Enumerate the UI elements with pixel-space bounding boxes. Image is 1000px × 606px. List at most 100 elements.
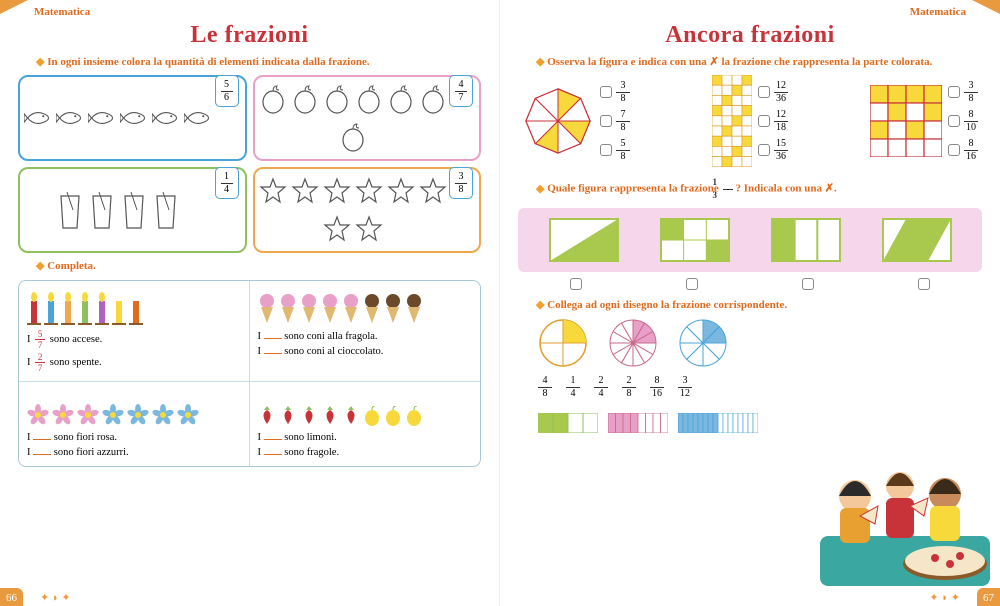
p2-ex3-bars: [538, 413, 982, 433]
checkbox[interactable]: [686, 278, 698, 290]
ex1-box-lemon[interactable]: 47: [253, 75, 482, 161]
checkbox[interactable]: [918, 278, 930, 290]
option[interactable]: 38: [948, 81, 978, 104]
option[interactable]: 810: [948, 110, 978, 133]
ex1-box-glass[interactable]: 14: [18, 167, 247, 253]
fraction[interactable]: 312: [678, 376, 692, 399]
grid36-set: 1236 1218 1536: [712, 75, 788, 167]
fraction[interactable]: 24: [594, 376, 608, 399]
lemon-icon: [259, 87, 287, 111]
fish-icon: [24, 106, 52, 130]
option[interactable]: 816: [948, 139, 978, 162]
page-number: 67: [977, 588, 1000, 606]
ex1-box-fish[interactable]: 56 /*fish*/: [18, 75, 247, 161]
option[interactable]: 58: [600, 139, 630, 162]
bar-4: [538, 413, 598, 433]
p2-ex2-checks: [518, 278, 982, 290]
star-icon: [355, 217, 383, 241]
star-icon: [419, 179, 447, 203]
candles-row: [27, 287, 241, 325]
checkbox[interactable]: [802, 278, 814, 290]
bar-8: [608, 413, 668, 433]
fish-icon: [152, 106, 180, 130]
option[interactable]: 1236: [758, 81, 788, 104]
option[interactable]: 38: [600, 81, 630, 104]
fraction[interactable]: 14: [566, 376, 580, 399]
ex1-instruction: In ogni insieme colora la quantità di el…: [36, 55, 481, 69]
completa-cell-fruit[interactable]: I sono limoni. I sono fragole.: [250, 382, 481, 466]
fraction-tag: 38: [449, 167, 473, 199]
footer-decoration: ✦ ◗ ✦: [40, 591, 71, 604]
rect-1x3: [771, 218, 841, 262]
circle-quarter: [538, 318, 588, 368]
glass-icon: [152, 198, 180, 222]
rect-diag: [549, 218, 619, 262]
fraction[interactable]: 28: [622, 376, 636, 399]
fruit-row: [258, 388, 473, 426]
page-66: Matematica Le frazioni In ogni insieme c…: [0, 0, 500, 606]
page-title: Ancora frazioni: [518, 22, 982, 49]
p2-ex3-instruction: Collega ad ogni disegno la frazione corr…: [536, 298, 982, 312]
p2-ex1-row: 38 78 58 1236 1218 1536 38 810 816: [522, 75, 978, 167]
completa-cell-flowers[interactable]: I sono fiori rosa. I sono fiori azzurri.: [19, 382, 250, 466]
fraction-tag: 14: [215, 167, 239, 199]
option[interactable]: 78: [600, 110, 630, 133]
ex1-grid: 56 /*fish*/ 47 14 38: [18, 75, 481, 253]
option[interactable]: 1218: [758, 110, 788, 133]
glass-icon: [56, 198, 84, 222]
page-number: 66: [0, 588, 23, 606]
completa-grid: I 57 sono accese. I 27 sono spente. I so…: [18, 280, 481, 467]
octagon-icon: [522, 85, 594, 157]
lemon-icon: [323, 87, 351, 111]
lemon-icon: [419, 87, 447, 111]
lemon-icon: [387, 87, 415, 111]
fraction-tag: 56: [215, 75, 239, 107]
completa-cell-cones[interactable]: I sono coni alla fragola. I sono coni al…: [250, 281, 481, 382]
p2-ex2-instruction: Quale figura rappresenta la frazione 13?…: [536, 177, 982, 201]
star-icon: [323, 217, 351, 241]
lemon-icon: [355, 87, 383, 111]
glass-icon: [88, 198, 116, 222]
page-67: Matematica Ancora frazioni Osserva la fi…: [500, 0, 1000, 606]
star-icon: [291, 179, 319, 203]
p2-ex3-circles: [538, 318, 982, 368]
fraction[interactable]: 816: [650, 376, 664, 399]
grid36-options: 1236 1218 1536: [758, 81, 788, 162]
flowers-row: [27, 388, 241, 426]
star-icon: [355, 179, 383, 203]
circle-12ths: [608, 318, 658, 368]
fraction[interactable]: 48: [538, 376, 552, 399]
rect-para: [882, 218, 952, 262]
cones-row: [258, 287, 473, 325]
page-title: Le frazioni: [18, 22, 481, 49]
star-icon: [259, 179, 287, 203]
lemon-icon: [291, 87, 319, 111]
circle-8ths: [678, 318, 728, 368]
corner-decoration: [972, 0, 1000, 14]
octagon-options: 38 78 58: [600, 81, 630, 162]
star-icon: [387, 179, 415, 203]
fish-icon: [88, 106, 116, 130]
star-icon: [323, 179, 351, 203]
grid16-options: 38 810 816: [948, 81, 978, 162]
ex1-box-star[interactable]: 38: [253, 167, 482, 253]
subject-label: Matematica: [910, 6, 966, 18]
glass-icon: [120, 198, 148, 222]
subject-label: Matematica: [34, 6, 90, 18]
option[interactable]: 1536: [758, 139, 788, 162]
fish-icon: [56, 106, 84, 130]
grid16-set: 38 810 816: [870, 75, 978, 167]
book-spread: Matematica Le frazioni In ogni insieme c…: [0, 0, 1000, 606]
octagon-set: 38 78 58: [522, 75, 630, 167]
grid36-icon: [712, 75, 752, 167]
fish-icon: [120, 106, 148, 130]
checkbox[interactable]: [570, 278, 582, 290]
rect-2x3: [660, 218, 730, 262]
grid16-icon: [870, 85, 942, 157]
fish-icon: [184, 106, 212, 130]
fraction-tag: 47: [449, 75, 473, 107]
p2-ex3-fractions: 48 14 24 28 816 312: [538, 376, 982, 399]
corner-decoration: [0, 0, 28, 14]
p2-ex1-instruction: Osserva la figura e indica con una ✗ la …: [536, 55, 982, 69]
completa-cell-candles[interactable]: I 57 sono accese. I 27 sono spente.: [19, 281, 250, 382]
